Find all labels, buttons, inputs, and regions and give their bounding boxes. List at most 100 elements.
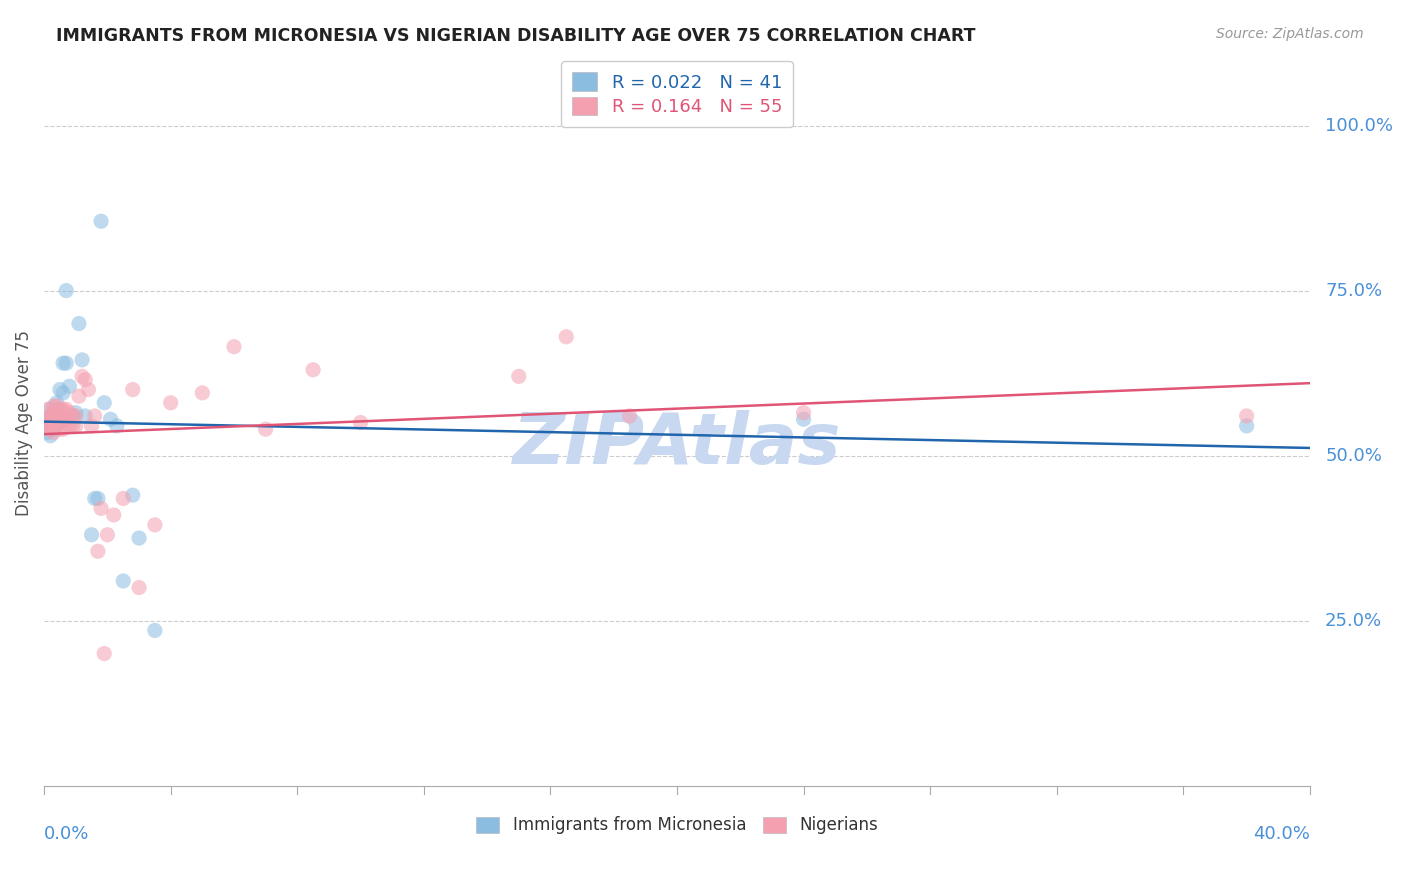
- Point: [121, 488, 143, 502]
- Point: [121, 383, 143, 397]
- Point: [39, 416, 62, 430]
- Point: [39, 418, 62, 433]
- Point: [45, 399, 67, 413]
- Point: [45, 418, 67, 433]
- Point: [49, 383, 72, 397]
- Text: 50.0%: 50.0%: [1324, 447, 1382, 465]
- Point: [143, 517, 166, 532]
- Point: [80, 528, 103, 542]
- Point: [62, 409, 84, 423]
- Point: [42, 406, 65, 420]
- Point: [93, 396, 115, 410]
- Text: 0.0%: 0.0%: [44, 825, 90, 844]
- Point: [83, 491, 105, 506]
- Point: [37, 425, 59, 440]
- Point: [67, 389, 90, 403]
- Point: [103, 508, 125, 522]
- Point: [49, 412, 72, 426]
- Point: [55, 356, 77, 370]
- Point: [58, 406, 80, 420]
- Point: [508, 369, 530, 384]
- Point: [39, 402, 62, 417]
- Point: [52, 412, 75, 426]
- Point: [1236, 409, 1258, 423]
- Point: [42, 418, 65, 433]
- Point: [77, 383, 100, 397]
- Point: [96, 528, 118, 542]
- Point: [42, 412, 65, 426]
- Point: [39, 422, 62, 436]
- Point: [143, 624, 166, 638]
- Point: [80, 418, 103, 433]
- Point: [52, 422, 75, 436]
- Point: [555, 330, 578, 344]
- Point: [105, 418, 128, 433]
- Point: [83, 409, 105, 423]
- Point: [65, 406, 87, 420]
- Point: [112, 491, 135, 506]
- Point: [619, 409, 641, 423]
- Point: [65, 418, 87, 433]
- Point: [37, 412, 59, 426]
- Point: [37, 418, 59, 433]
- Point: [39, 409, 62, 423]
- Point: [55, 402, 77, 417]
- Point: [42, 425, 65, 440]
- Point: [42, 422, 65, 436]
- Text: Source: ZipAtlas.com: Source: ZipAtlas.com: [1216, 27, 1364, 41]
- Point: [37, 412, 59, 426]
- Point: [62, 409, 84, 423]
- Point: [75, 409, 97, 423]
- Point: [159, 396, 181, 410]
- Point: [49, 412, 72, 426]
- Point: [55, 284, 77, 298]
- Point: [39, 416, 62, 430]
- Point: [45, 409, 67, 423]
- Point: [65, 409, 87, 423]
- Point: [49, 402, 72, 417]
- Text: 75.0%: 75.0%: [1324, 282, 1382, 300]
- Text: ZIPAtlas: ZIPAtlas: [513, 409, 841, 479]
- Point: [39, 418, 62, 433]
- Text: IMMIGRANTS FROM MICRONESIA VS NIGERIAN DISABILITY AGE OVER 75 CORRELATION CHART: IMMIGRANTS FROM MICRONESIA VS NIGERIAN D…: [56, 27, 976, 45]
- Point: [349, 416, 371, 430]
- Text: 40.0%: 40.0%: [1253, 825, 1310, 844]
- Point: [52, 356, 75, 370]
- Point: [49, 422, 72, 436]
- Point: [793, 406, 815, 420]
- Point: [222, 340, 245, 354]
- Point: [254, 422, 277, 436]
- Point: [191, 385, 214, 400]
- Point: [90, 501, 112, 516]
- Legend: Immigrants from Micronesia, Nigerians: Immigrants from Micronesia, Nigerians: [468, 808, 886, 843]
- Point: [75, 373, 97, 387]
- Point: [42, 399, 65, 413]
- Point: [793, 412, 815, 426]
- Point: [128, 531, 150, 545]
- Point: [1236, 418, 1258, 433]
- Point: [58, 418, 80, 433]
- Point: [45, 418, 67, 433]
- Point: [70, 352, 93, 367]
- Point: [70, 369, 93, 384]
- Point: [90, 214, 112, 228]
- Point: [112, 574, 135, 588]
- Point: [67, 317, 90, 331]
- Point: [87, 544, 110, 558]
- Text: 100.0%: 100.0%: [1324, 117, 1393, 135]
- Point: [37, 402, 59, 417]
- Point: [128, 581, 150, 595]
- Point: [39, 429, 62, 443]
- Point: [42, 418, 65, 433]
- Point: [45, 396, 67, 410]
- Point: [42, 412, 65, 426]
- Point: [52, 402, 75, 417]
- Point: [302, 363, 325, 377]
- Point: [62, 418, 84, 433]
- Point: [100, 412, 122, 426]
- Point: [52, 385, 75, 400]
- Point: [93, 647, 115, 661]
- Point: [49, 402, 72, 417]
- Point: [39, 409, 62, 423]
- Point: [55, 412, 77, 426]
